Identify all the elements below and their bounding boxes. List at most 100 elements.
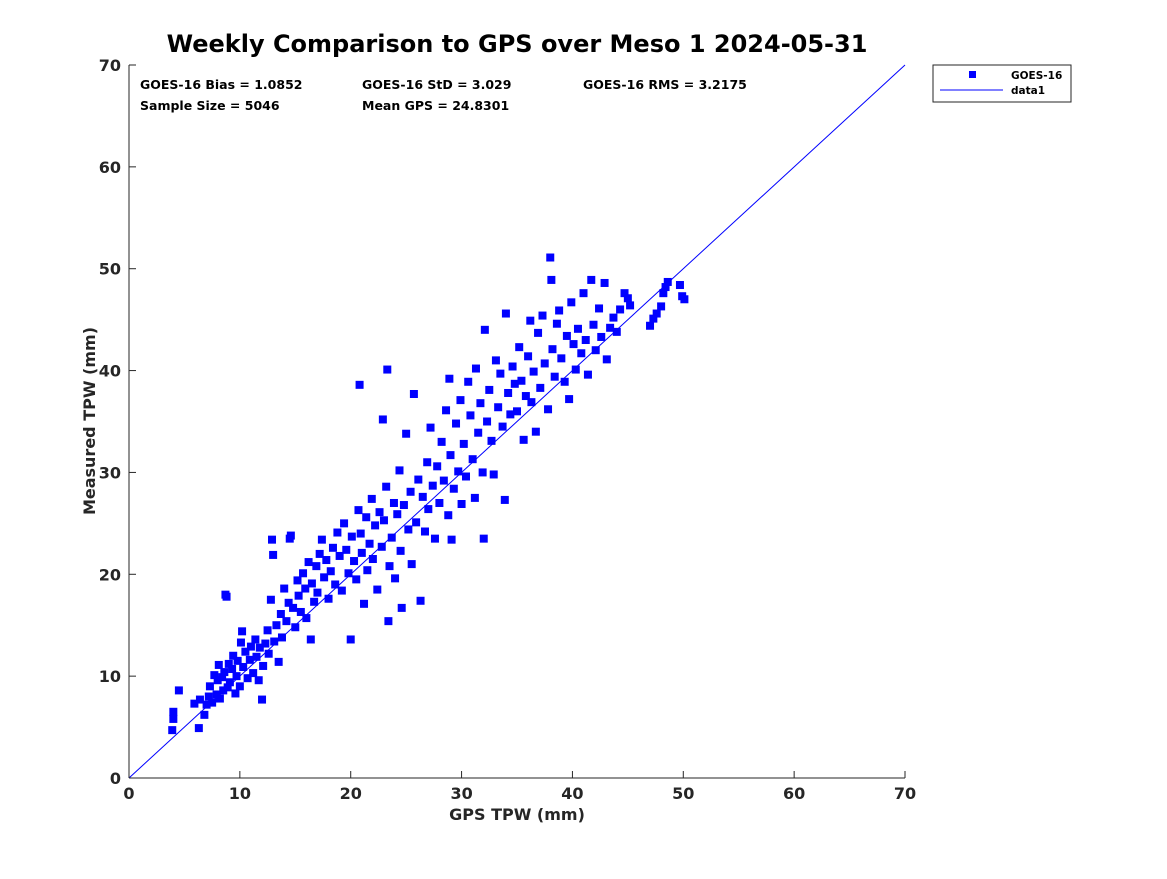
scatter-point — [272, 621, 281, 630]
scatter-point — [565, 395, 574, 404]
x-axis-label: GPS TPW (mm) — [449, 805, 585, 824]
scatter-point — [215, 694, 224, 703]
scatter-point — [487, 436, 496, 445]
stat-std: GOES-16 StD = 3.029 — [362, 77, 511, 92]
scatter-point — [344, 569, 353, 578]
scatter-point — [213, 676, 222, 685]
scatter-point — [552, 319, 561, 328]
scatter-point — [548, 345, 557, 354]
scatter-point — [354, 506, 363, 515]
y-tick-label: 60 — [99, 158, 121, 177]
scatter-point — [646, 321, 655, 330]
scatter-point — [402, 429, 411, 438]
scatter-point — [483, 417, 492, 426]
scatter-point — [476, 399, 485, 408]
scatter-point — [445, 374, 454, 383]
scatter-point — [373, 585, 382, 594]
scatter-point — [208, 698, 217, 707]
scatter-point — [200, 710, 209, 719]
scatter-point — [204, 692, 213, 701]
x-axis-ticks: 0 10 20 30 40 50 60 70 — [123, 771, 916, 803]
scatter-point — [544, 405, 553, 414]
x-tick-label: 70 — [894, 784, 916, 803]
x-tick-label: 30 — [450, 784, 472, 803]
scatter-point — [464, 377, 473, 386]
scatter-point — [526, 316, 535, 325]
scatter-point — [620, 289, 629, 298]
scatter-point — [385, 562, 394, 571]
scatter-point — [404, 525, 413, 534]
scatter-point — [231, 689, 240, 698]
scatter-point — [195, 695, 204, 704]
scatter-point — [363, 566, 372, 575]
scatter-point — [534, 328, 543, 337]
scatter-point — [538, 311, 547, 320]
scatter-point — [312, 562, 321, 571]
scatter-point — [342, 545, 351, 554]
scatter-point — [577, 349, 586, 358]
scatter-point — [202, 700, 211, 709]
scatter-point — [675, 281, 684, 290]
scatter-point — [313, 588, 322, 597]
scatter-point — [222, 592, 231, 601]
scatter-point — [418, 492, 427, 501]
scatter-point — [238, 627, 247, 636]
scatter-point — [241, 647, 250, 656]
scatter-point — [174, 686, 183, 695]
scatter-point — [485, 385, 494, 394]
scatter-point — [277, 633, 286, 642]
scatter-point — [293, 576, 302, 585]
stat-mean-gps: Mean GPS = 24.8301 — [362, 98, 509, 113]
scatter-point — [357, 548, 366, 557]
scatter-point — [587, 275, 596, 284]
scatter-point — [407, 560, 416, 569]
y-tick-label: 40 — [99, 362, 121, 381]
scatter-point — [462, 472, 471, 481]
y-axis-ticks: 0 10 20 30 40 50 60 70 — [99, 56, 136, 788]
stats-annotations: GOES-16 Bias = 1.0852 GOES-16 StD = 3.02… — [140, 77, 747, 113]
scatter-point — [396, 546, 405, 555]
scatter-point — [355, 380, 364, 389]
scatter-point — [449, 484, 458, 493]
scatter-point — [540, 359, 549, 368]
scatter-point — [652, 309, 661, 318]
scatter-point — [513, 407, 521, 416]
series-line-data1 — [128, 64, 906, 779]
scatter-point — [270, 637, 279, 646]
scatter-point — [589, 320, 598, 329]
scatter-point — [289, 603, 298, 612]
scatter-point — [301, 584, 310, 593]
scatter-point — [384, 617, 393, 626]
scatter-point — [623, 294, 632, 303]
scatter-point — [452, 419, 461, 428]
scatter-point — [328, 543, 337, 552]
scatter-point — [663, 277, 672, 286]
scatter-point — [389, 498, 398, 507]
scatter-point — [375, 508, 384, 517]
scatter-point — [519, 435, 528, 444]
scatter-point — [395, 466, 404, 475]
scatter-point — [491, 356, 500, 365]
scatter-point — [254, 676, 263, 685]
scatter-point — [269, 550, 278, 559]
scatter-point — [291, 623, 300, 632]
scatter-point — [239, 662, 248, 671]
scatter-point — [356, 529, 365, 538]
stat-sample-size: Sample Size = 5046 — [140, 98, 280, 113]
scatter-point — [322, 556, 331, 565]
scatter-point — [602, 355, 611, 364]
scatter-point — [435, 498, 444, 507]
scatter-point — [307, 579, 316, 588]
scatter-point — [235, 682, 244, 691]
scatter-point — [500, 495, 509, 504]
scatter-point — [581, 336, 590, 345]
scatter-point — [480, 325, 489, 334]
scatter-point — [527, 398, 536, 407]
chart-title: Weekly Comparison to GPS over Meso 1 202… — [167, 30, 868, 58]
scatter-point — [387, 533, 396, 542]
scatter-point — [365, 539, 374, 548]
scatter-point — [597, 332, 606, 341]
scatter-point — [169, 714, 178, 723]
scatter-point — [600, 278, 609, 287]
scatter-point — [320, 573, 329, 582]
